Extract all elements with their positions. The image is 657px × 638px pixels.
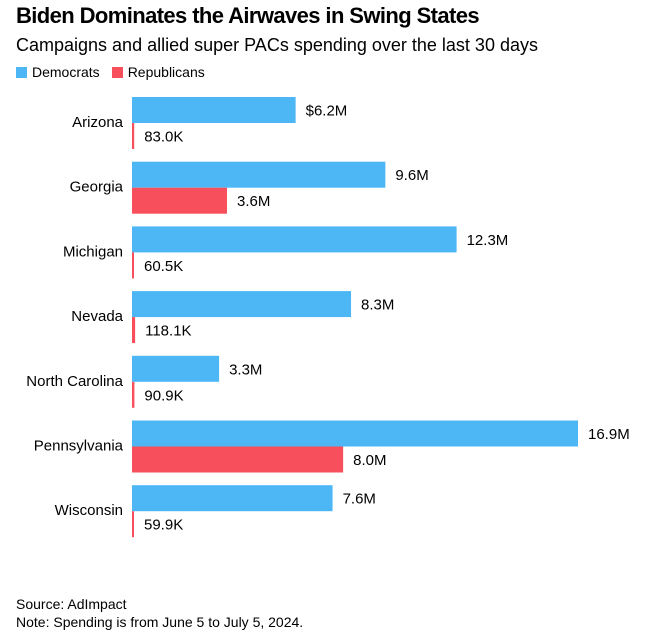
source-note: Source: AdImpact	[16, 596, 127, 612]
data-label-democrats-wisconsin: 7.6M	[343, 491, 376, 508]
category-label-wisconsin: Wisconsin	[55, 502, 123, 519]
data-label-republicans-arizona: 83.0K	[144, 129, 183, 146]
data-label-democrats-georgia: 9.6M	[395, 167, 428, 184]
bar-republicans-pennsylvania	[132, 446, 344, 473]
legend-label-democrats: Democrats	[32, 64, 100, 80]
bar-democrats-arizona	[132, 97, 296, 123]
data-label-republicans-georgia: 3.6M	[237, 193, 270, 210]
category-label-pennsylvania: Pennsylvania	[34, 438, 124, 455]
data-label-republicans-wisconsin: 59.9K	[144, 517, 183, 534]
category-label-north-carolina: North Carolina	[26, 373, 123, 390]
chart-subtitle: Campaigns and allied super PACs spending…	[16, 35, 538, 55]
bar-republicans-georgia	[132, 187, 228, 214]
category-label-arizona: Arizona	[72, 114, 124, 131]
legend-item-democrats: Democrats	[16, 64, 100, 80]
bar-democrats-north-carolina	[132, 355, 220, 382]
bar-republicans-north-carolina	[132, 381, 135, 408]
bar-democrats-pennsylvania	[132, 420, 578, 447]
data-label-republicans-michigan: 60.5K	[144, 258, 183, 275]
data-label-republicans-nevada: 118.1K	[145, 323, 191, 340]
bar-democrats-michigan	[132, 226, 457, 253]
bar-republicans-michigan	[132, 252, 134, 279]
bar-chart: Arizona $6.2M 83.0K Georgia 9.6M 3.6M Michigan…	[26, 97, 630, 538]
data-label-democrats-north-carolina: 3.3M	[229, 361, 262, 378]
bar-democrats-nevada	[132, 291, 352, 318]
data-label-democrats-nevada: 8.3M	[361, 297, 394, 314]
data-label-republicans-north-carolina: 90.9K	[144, 387, 183, 404]
footnote: Note: Spending is from June 5 to July 5,…	[16, 614, 304, 630]
bar-republicans-nevada	[132, 317, 136, 344]
data-label-democrats-arizona: $6.2M	[306, 103, 348, 120]
legend: Democrats Republicans	[16, 64, 217, 80]
legend-swatch-republicans	[111, 66, 123, 78]
bar-republicans-wisconsin	[132, 511, 134, 538]
data-label-republicans-pennsylvania: 8.0M	[353, 452, 386, 469]
bar-republicans-arizona	[132, 123, 135, 149]
legend-item-republicans: Republicans	[111, 64, 205, 80]
category-label-michigan: Michigan	[63, 243, 123, 260]
chart-title: Biden Dominates the Airwaves in Swing St…	[16, 3, 480, 28]
data-label-democrats-pennsylvania: 16.9M	[588, 426, 630, 443]
data-label-democrats-michigan: 12.3M	[467, 232, 509, 249]
legend-label-republicans: Republicans	[127, 64, 205, 80]
bar-democrats-wisconsin	[132, 485, 333, 512]
category-label-georgia: Georgia	[70, 179, 124, 196]
legend-swatch-democrats	[16, 66, 27, 78]
category-label-nevada: Nevada	[71, 308, 123, 325]
bar-democrats-georgia	[132, 161, 386, 188]
